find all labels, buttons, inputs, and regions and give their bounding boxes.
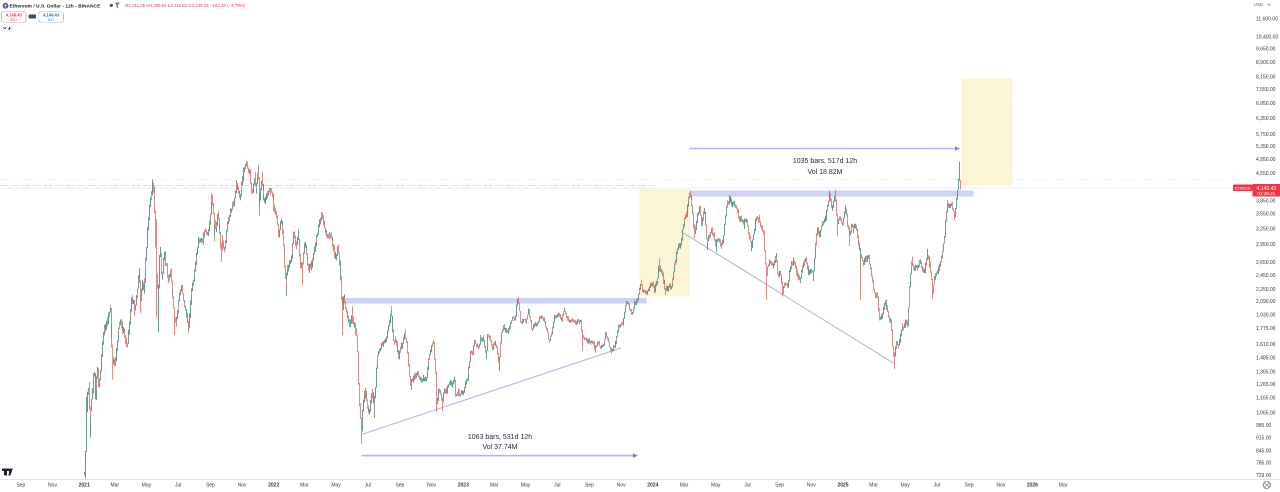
- svg-text:2023: 2023: [458, 483, 469, 489]
- svg-text:3,250.00: 3,250.00: [1256, 226, 1276, 232]
- svg-text:2021: 2021: [79, 483, 90, 489]
- svg-text:Mar: Mar: [300, 483, 309, 489]
- svg-text:ETHUSD: ETHUSD: [1235, 185, 1251, 190]
- svg-text:729.00: 729.00: [1256, 473, 1272, 479]
- svg-text:1,065.00: 1,065.00: [1256, 410, 1276, 416]
- svg-text:11,600.00: 11,600.00: [1256, 16, 1278, 22]
- svg-text:8,150.00: 8,150.00: [1256, 75, 1276, 81]
- svg-text:2025: 2025: [837, 483, 848, 489]
- svg-text:Nov: Nov: [238, 483, 247, 489]
- svg-text:Sep: Sep: [585, 483, 594, 489]
- svg-text:2022: 2022: [268, 483, 279, 489]
- svg-text:Mar: Mar: [680, 483, 689, 489]
- svg-text:1,775.00: 1,775.00: [1256, 326, 1276, 332]
- svg-text:May: May: [900, 483, 910, 489]
- svg-text:Jul: Jul: [175, 483, 181, 489]
- svg-text:Mar: Mar: [490, 483, 499, 489]
- svg-text:May: May: [331, 483, 341, 489]
- svg-text:2,650.00: 2,650.00: [1256, 260, 1276, 266]
- svg-text:5,350.00: 5,350.00: [1256, 144, 1276, 150]
- svg-text:1,485.00: 1,485.00: [1256, 356, 1276, 362]
- svg-text:1,265.00: 1,265.00: [1256, 382, 1276, 388]
- svg-text:4,149.43: 4,149.43: [43, 12, 60, 17]
- svg-text:845.00: 845.00: [1256, 449, 1272, 455]
- svg-text:BUY: BUY: [48, 18, 55, 22]
- svg-text:10,400.00: 10,400.00: [1256, 34, 1278, 40]
- svg-text:Nov: Nov: [807, 483, 816, 489]
- svg-text:Jul: Jul: [554, 483, 560, 489]
- svg-text:3,550.00: 3,550.00: [1256, 212, 1276, 218]
- svg-text:Nov: Nov: [427, 483, 436, 489]
- svg-text:Mar: Mar: [869, 483, 878, 489]
- svg-text:9,650.00: 9,650.00: [1256, 47, 1276, 53]
- svg-text:2024: 2024: [647, 483, 658, 489]
- svg-text:Vol 37.74M: Vol 37.74M: [482, 444, 517, 451]
- svg-text:985.00: 985.00: [1256, 423, 1272, 429]
- svg-text:Jul: Jul: [744, 483, 750, 489]
- svg-text:Nov: Nov: [48, 483, 57, 489]
- svg-text:6,950.00: 6,950.00: [1256, 101, 1276, 107]
- svg-text:4,550.00: 4,550.00: [1256, 171, 1276, 177]
- svg-text:May: May: [142, 483, 152, 489]
- svg-text:2,090.00: 2,090.00: [1256, 299, 1276, 305]
- svg-text:Sep: Sep: [965, 483, 974, 489]
- svg-text:O4,311.05 H4,339.84 L4,116.64: O4,311.05 H4,339.84 L4,116.64 C4,149.43 …: [125, 3, 246, 8]
- svg-text:USD: USD: [1254, 2, 1264, 7]
- svg-text:5,750.00: 5,750.00: [1256, 132, 1276, 138]
- svg-text:2,250.00: 2,250.00: [1256, 287, 1276, 293]
- svg-text:4,950.00: 4,950.00: [1256, 157, 1276, 163]
- svg-text:1,165.00: 1,165.00: [1256, 396, 1276, 402]
- svg-text:2,950.00: 2,950.00: [1256, 242, 1276, 248]
- svg-text:1035 bars, 517d 12h: 1035 bars, 517d 12h: [793, 158, 857, 165]
- svg-text:Ethereum / U.S. Dollar - 12h -: Ethereum / U.S. Dollar - 12h - BINANCE: [10, 3, 101, 8]
- svg-text:Mar: Mar: [110, 483, 119, 489]
- svg-text:3,850.00: 3,850.00: [1256, 198, 1276, 204]
- svg-text:Vol 18.82M: Vol 18.82M: [807, 169, 842, 176]
- svg-text:1063 bars, 531d 12h: 1063 bars, 531d 12h: [468, 434, 532, 441]
- svg-text:8,900.00: 8,900.00: [1256, 60, 1276, 66]
- svg-text:Mar: Mar: [1059, 483, 1068, 489]
- svg-text:785.00: 785.00: [1256, 461, 1272, 467]
- svg-text:Sep: Sep: [395, 483, 404, 489]
- svg-text:1,610.00: 1,610.00: [1256, 342, 1276, 348]
- svg-text:SELL: SELL: [10, 18, 18, 22]
- svg-text:4,149.43: 4,149.43: [6, 12, 23, 17]
- svg-text:Jul: Jul: [364, 483, 370, 489]
- svg-text:Sep: Sep: [206, 483, 215, 489]
- svg-text:May: May: [521, 483, 531, 489]
- svg-text:1,365.00: 1,365.00: [1256, 369, 1276, 375]
- svg-text:4,149.43: 4,149.43: [1257, 186, 1277, 192]
- svg-text:Nov: Nov: [617, 483, 626, 489]
- svg-text:Jul: Jul: [934, 483, 940, 489]
- svg-text:Nov: Nov: [996, 483, 1005, 489]
- svg-text:May: May: [711, 483, 721, 489]
- svg-text:Sep: Sep: [16, 483, 25, 489]
- svg-text:2,450.00: 2,450.00: [1256, 273, 1276, 279]
- svg-text:7,550.00: 7,550.00: [1256, 87, 1276, 93]
- svg-text:01:25:21: 01:25:21: [1257, 191, 1275, 196]
- svg-text:2026: 2026: [1027, 483, 1038, 489]
- svg-text:1,930.00: 1,930.00: [1256, 312, 1276, 318]
- svg-text:6,350.00: 6,350.00: [1256, 116, 1276, 122]
- svg-text:Sep: Sep: [775, 483, 784, 489]
- svg-text:915.00: 915.00: [1256, 435, 1272, 441]
